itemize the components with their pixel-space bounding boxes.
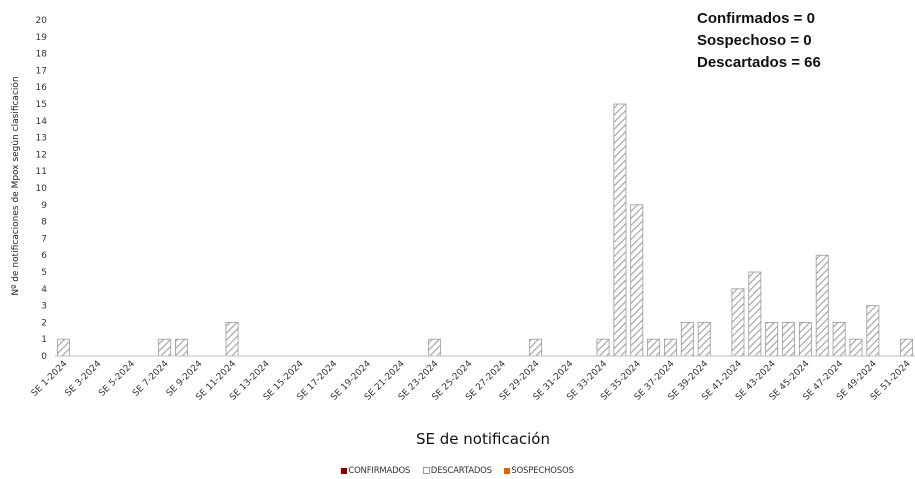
bars: [56, 103, 914, 357]
bar-descartados: [765, 321, 779, 357]
y-tick-label: 11: [36, 167, 47, 177]
bar-descartados: [529, 338, 543, 357]
bar-descartados: [664, 338, 677, 357]
legend-label: DESCARTADOS: [430, 466, 492, 476]
bar-descartados: [731, 288, 745, 357]
bar-descartados: [174, 338, 188, 357]
discarded-count: Descartados = 66: [697, 54, 821, 71]
y-tick-label: 19: [36, 33, 48, 43]
suspected-count: Sospechoso = 0: [697, 32, 812, 49]
bar-descartados: [832, 321, 846, 357]
bar-descartados: [748, 271, 762, 357]
y-tick-label: 8: [41, 218, 47, 228]
y-tick-label: 15: [36, 100, 47, 110]
y-tick-label: 0: [41, 352, 47, 362]
y-tick-label: 2: [41, 318, 47, 328]
y-tick-label: 7: [41, 234, 47, 244]
confirmed-count: Confirmados = 0: [697, 10, 815, 27]
y-tick-label: 18: [36, 50, 48, 60]
y-axis-title: Nº de notificaciones de Mpox según clasi…: [10, 76, 21, 295]
y-tick-label: 12: [36, 150, 47, 160]
bar-descartados: [782, 321, 796, 357]
bar-descartados: [798, 321, 812, 357]
y-tick-label: 13: [36, 134, 47, 144]
legend-label: CONFIRMADOS: [348, 466, 411, 476]
legend-swatch-icon: [341, 467, 348, 474]
bar-descartados: [56, 338, 70, 357]
legend-swatch-icon: [504, 467, 511, 474]
legend-swatch-icon: [422, 467, 430, 474]
bar-descartados: [427, 338, 441, 357]
bar-descartados: [225, 321, 239, 357]
legend-item-confirmados: CONFIRMADOS: [341, 466, 410, 476]
bar-descartados: [596, 338, 610, 357]
y-tick-label: 16: [36, 83, 48, 93]
summary-box: Confirmados = 0 Sospechoso = 0 Descartad…: [697, 8, 821, 74]
bar-descartados: [158, 338, 172, 357]
y-tick-label: 14: [36, 117, 48, 127]
y-tick-label: 5: [41, 268, 47, 278]
bar-descartados: [680, 321, 694, 357]
bar-descartados: [900, 338, 914, 357]
y-tick-label: 17: [36, 66, 47, 76]
bar-descartados: [697, 321, 711, 357]
bar-descartados: [630, 204, 644, 357]
y-tick-label: 9: [41, 201, 47, 211]
bar-descartados: [815, 254, 829, 357]
bar-descartados: [613, 103, 627, 357]
bar-descartados: [647, 338, 661, 357]
y-tick-label: 10: [36, 184, 48, 194]
bar-descartados: [849, 338, 863, 357]
legend-item-sospechosos: SOSPECHOSOS: [504, 466, 574, 476]
bar-descartados: [866, 305, 880, 357]
x-axis-title: SE de notificación: [416, 430, 550, 448]
y-tick-label: 4: [41, 285, 47, 295]
y-tick-label: 6: [41, 251, 47, 261]
legend-item-descartados: DESCARTADOS: [422, 466, 492, 476]
legend-label: SOSPECHOSOS: [511, 466, 574, 476]
y-tick-label: 1: [41, 335, 47, 345]
chart-legend: CONFIRMADOS DESCARTADOS SOSPECHOSOS: [0, 466, 915, 476]
y-tick-label: 3: [41, 302, 47, 312]
y-tick-label: 20: [36, 16, 48, 26]
